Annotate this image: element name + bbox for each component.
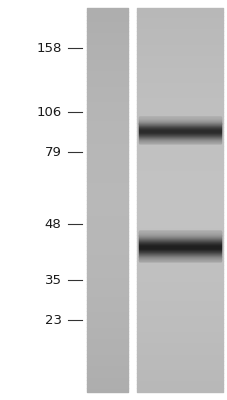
Text: 158: 158 <box>36 42 61 54</box>
Text: 106: 106 <box>36 106 61 118</box>
Text: 48: 48 <box>45 218 61 230</box>
Text: 35: 35 <box>44 274 61 286</box>
Text: 79: 79 <box>44 146 61 158</box>
Text: 23: 23 <box>44 314 61 326</box>
